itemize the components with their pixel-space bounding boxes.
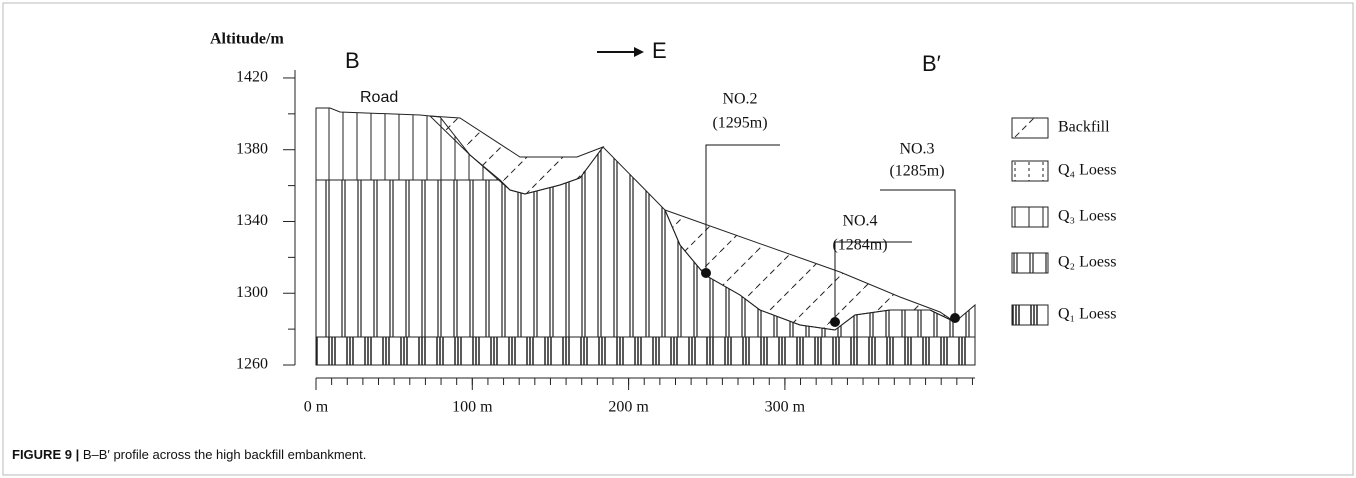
arrow-head: [634, 47, 644, 57]
x-tick-label: 0 m: [304, 399, 329, 416]
x-tick-label: 100 m: [452, 399, 493, 416]
legend-swatch: [1011, 304, 1049, 326]
legend-label: Q₃ Loess: [1058, 208, 1116, 225]
legend-label: Q₁ Loess: [1058, 306, 1116, 323]
q1-layer: [315, 336, 976, 366]
backfill-upper: [428, 115, 605, 195]
caption-text: B–B′ profile across the high backfill em…: [83, 447, 367, 462]
direction-label: E: [652, 38, 667, 63]
road-label: Road: [360, 89, 398, 106]
well-dot: [701, 268, 711, 278]
legend-swatch: [1011, 117, 1049, 139]
legend-label: Q₂ Loess: [1058, 254, 1116, 271]
well-elevation: (1295m): [712, 115, 767, 132]
well-leader: [705, 144, 780, 273]
y-tick-label: 1300: [236, 284, 268, 301]
legend-label: Backfill: [1058, 119, 1110, 136]
well-dot: [950, 313, 960, 323]
legend-label: Q₄ Loess: [1058, 162, 1116, 179]
x-tick-label: 200 m: [608, 399, 649, 416]
well-name: NO.3: [899, 141, 934, 158]
y-tick-label: 1420: [236, 69, 268, 86]
end-label: B′: [922, 51, 941, 76]
y-tick-label: 1380: [236, 140, 268, 157]
start-label: B: [345, 48, 360, 73]
well-leader: [834, 241, 912, 322]
x-tick-label: 300 m: [765, 399, 806, 416]
legend-swatch: [1011, 252, 1049, 274]
well-elevation: (1284m): [832, 237, 887, 254]
well-name: NO.2: [722, 91, 757, 108]
well-leader: [880, 189, 956, 318]
y-tick-label: 1260: [236, 356, 268, 373]
y-tick-label: 1340: [236, 212, 268, 229]
axis-title: Altitude/m: [210, 31, 284, 48]
caption-label: FIGURE 9 |: [12, 447, 79, 462]
caption: FIGURE 9 | B–B′ profile across the high …: [12, 447, 366, 462]
backfill-lower: [664, 209, 956, 331]
well-name: NO.4: [842, 213, 877, 230]
legend-swatch: [1011, 206, 1049, 228]
legend-swatch: [1011, 160, 1049, 182]
well-elevation: (1285m): [889, 163, 944, 180]
well-dot: [830, 317, 840, 327]
